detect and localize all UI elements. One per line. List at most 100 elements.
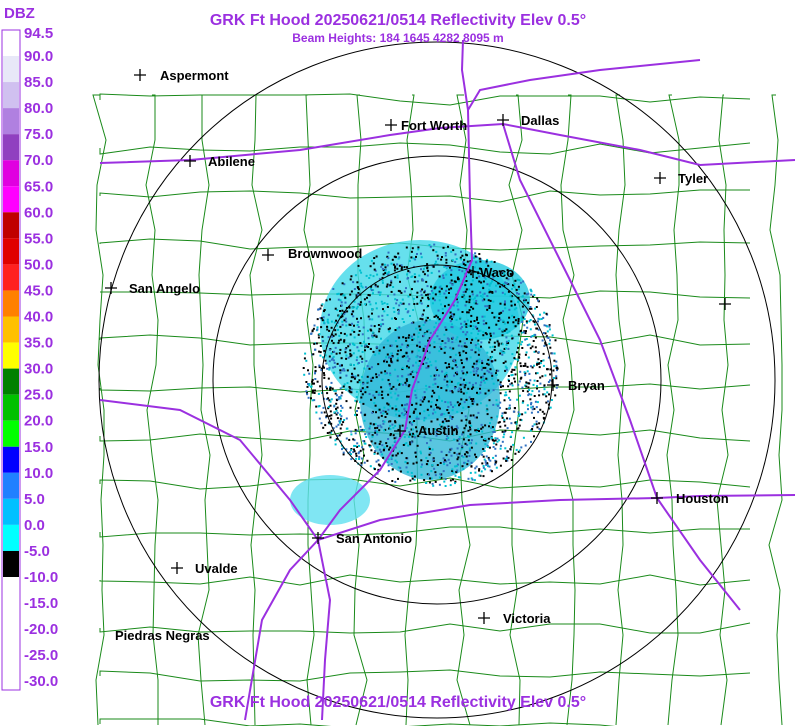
echo-pixel xyxy=(469,356,472,359)
echo-pixel xyxy=(429,331,432,334)
echo-pixel xyxy=(458,452,461,455)
echo-pixel xyxy=(350,430,353,433)
echo-pixel xyxy=(370,440,373,443)
echo-pixel xyxy=(430,401,433,404)
echo-pixel xyxy=(461,370,464,373)
echo-pixel xyxy=(460,388,462,391)
echo-pixel xyxy=(436,369,439,371)
echo-pixel xyxy=(391,423,394,426)
echo-pixel xyxy=(482,280,485,283)
echo-pixel xyxy=(377,324,380,326)
echo-pixel xyxy=(523,318,526,321)
echo-pixel xyxy=(344,348,347,351)
echo-pixel xyxy=(411,435,414,438)
echo-pixel xyxy=(491,350,494,353)
echo-pixel xyxy=(383,429,386,432)
echo-pixel xyxy=(330,326,333,329)
echo-pixel xyxy=(445,371,448,374)
echo-pixel xyxy=(406,395,408,398)
echo-pixel xyxy=(356,442,359,445)
city-label: Brownwood xyxy=(288,246,362,261)
echo-pixel xyxy=(330,431,333,434)
echo-pixel xyxy=(450,403,453,406)
echo-pixel xyxy=(547,400,549,403)
echo-pixel xyxy=(350,449,353,452)
echo-pixel xyxy=(461,254,464,257)
echo-pixel xyxy=(482,330,485,333)
echo-pixel xyxy=(440,343,443,346)
echo-pixel xyxy=(413,410,416,413)
echo-pixel xyxy=(429,297,432,300)
echo-pixel xyxy=(484,424,487,427)
echo-pixel xyxy=(392,426,395,429)
echo-pixel xyxy=(405,352,408,355)
echo-pixel xyxy=(505,340,508,343)
echo-pixel xyxy=(410,441,413,444)
echo-pixel xyxy=(339,364,342,367)
echo-pixel xyxy=(524,374,527,377)
echo-pixel xyxy=(387,271,390,274)
echo-pixel xyxy=(326,325,328,328)
echo-pixel xyxy=(505,407,508,410)
echo-pixel xyxy=(494,463,497,466)
echo-pixel xyxy=(355,454,358,457)
echo-pixel xyxy=(392,434,395,437)
echo-pixel xyxy=(352,376,355,379)
echo-pixel xyxy=(438,476,441,479)
echo-pixel xyxy=(451,323,453,326)
legend-label: 60.0 xyxy=(24,204,53,221)
echo-pixel xyxy=(401,404,404,407)
echo-pixel xyxy=(413,478,416,481)
echo-pixel xyxy=(428,318,431,321)
echo-pixel xyxy=(503,272,506,275)
echo-pixel xyxy=(355,359,358,362)
echo-pixel xyxy=(478,474,481,477)
echo-pixel xyxy=(470,461,473,464)
echo-pixel xyxy=(406,365,408,368)
echo-pixel xyxy=(423,419,426,422)
echo-pixel xyxy=(504,447,507,450)
echo-pixel xyxy=(410,432,413,435)
echo-pixel xyxy=(345,324,348,327)
echo-pixel xyxy=(451,391,454,394)
echo-pixel xyxy=(375,390,378,393)
echo-pixel xyxy=(416,302,419,305)
echo-pixel xyxy=(333,350,336,353)
echo-pixel xyxy=(402,413,405,416)
echo-pixel xyxy=(427,304,430,307)
echo-pixel xyxy=(482,455,485,458)
echo-pixel xyxy=(412,376,415,379)
echo-pixel xyxy=(407,373,410,376)
echo-pixel xyxy=(447,338,450,341)
echo-pixel xyxy=(499,425,502,428)
echo-pixel xyxy=(331,333,334,336)
echo-pixel xyxy=(502,385,504,388)
echo-pixel xyxy=(419,412,421,415)
echo-pixel xyxy=(517,322,520,325)
echo-pixel xyxy=(366,329,369,332)
echo-pixel xyxy=(385,285,388,288)
echo-pixel xyxy=(445,460,448,463)
echo-pixel xyxy=(527,408,529,411)
echo-pixel xyxy=(519,365,522,368)
echo-pixel xyxy=(357,452,360,455)
echo-pixel xyxy=(480,435,483,438)
echo-pixel xyxy=(328,399,331,402)
echo-pixel xyxy=(406,277,409,280)
echo-pixel xyxy=(455,298,458,301)
echo-pixel xyxy=(356,381,359,384)
echo-pixel xyxy=(331,335,334,338)
echo-pixel xyxy=(434,382,437,385)
echo-pixel xyxy=(525,320,528,323)
echo-pixel xyxy=(404,308,407,310)
echo-pixel xyxy=(326,328,329,331)
echo-pixel xyxy=(354,376,357,379)
echo-pixel xyxy=(465,391,468,394)
echo-pixel xyxy=(510,382,513,385)
echo-pixel xyxy=(366,375,369,378)
echo-pixel xyxy=(465,280,468,282)
echo-pixel xyxy=(376,433,379,436)
echo-pixel xyxy=(350,453,352,456)
echo-pixel xyxy=(428,244,431,246)
